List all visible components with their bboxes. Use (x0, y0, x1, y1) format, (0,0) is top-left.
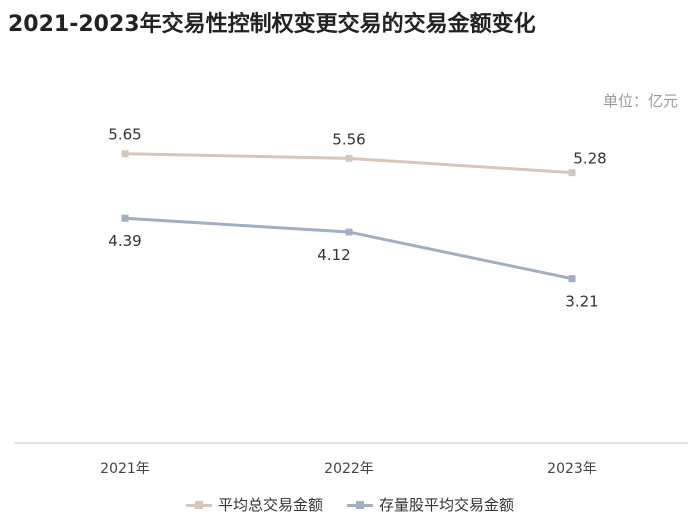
data-point[interactable] (121, 214, 129, 222)
legend-item-series-0[interactable]: 平均总交易金额 (185, 494, 323, 515)
data-label: 4.12 (317, 246, 350, 264)
legend-swatch-series-1 (347, 499, 373, 511)
data-point[interactable] (568, 275, 576, 283)
legend-swatch-series-0 (185, 499, 212, 511)
legend-label-series-0: 平均总交易金额 (217, 496, 323, 514)
data-point[interactable] (345, 228, 353, 236)
x-tick-label: 2021年 (100, 461, 150, 477)
data-point[interactable] (121, 150, 129, 158)
legend-item-series-1[interactable]: 存量股平均交易金额 (347, 494, 514, 515)
chart-legend: 平均总交易金额 存量股平均交易金额 (0, 494, 700, 515)
legend-label-series-1: 存量股平均交易金额 (379, 496, 515, 514)
data-label: 5.56 (332, 130, 365, 148)
data-point[interactable] (568, 169, 576, 177)
chart-title: 2021-2023年交易性控制权变更交易的交易金额变化 (8, 12, 536, 37)
unit-label: 单位：亿元 (602, 92, 678, 110)
data-label: 5.28 (573, 150, 606, 168)
data-label: 4.39 (108, 232, 141, 250)
data-point[interactable] (345, 154, 353, 162)
x-tick-label: 2022年 (324, 461, 374, 477)
data-label: 5.65 (108, 126, 141, 144)
x-tick-label: 2023年 (547, 461, 597, 477)
data-label: 3.21 (565, 293, 598, 311)
